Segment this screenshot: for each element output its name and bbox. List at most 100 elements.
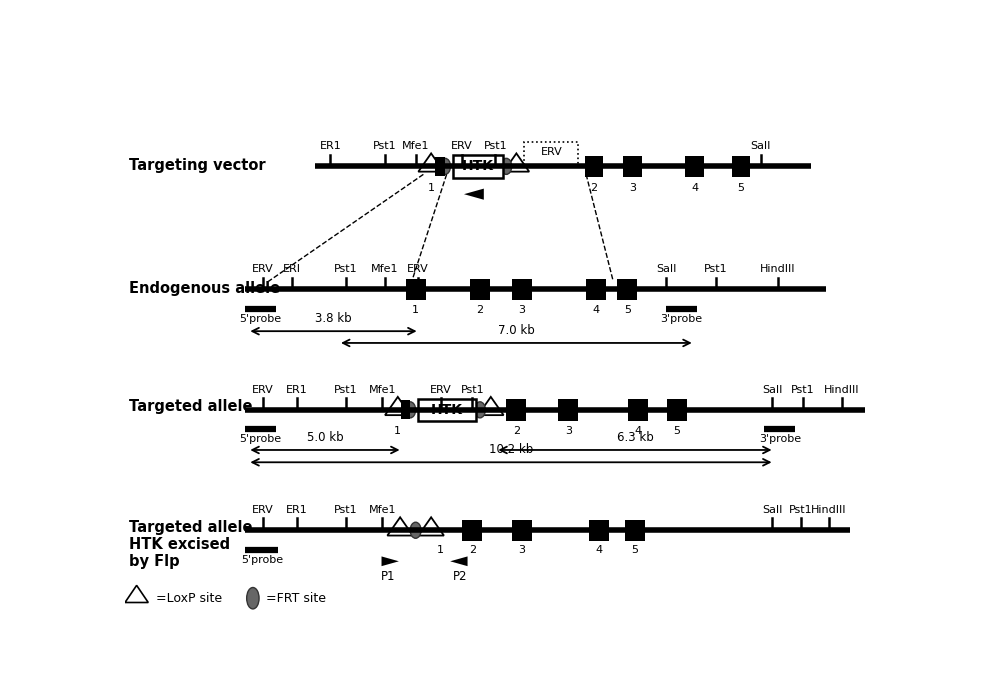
Text: ERV: ERV (252, 505, 274, 515)
Bar (617, 279, 637, 300)
Ellipse shape (405, 402, 416, 418)
Text: Pst1: Pst1 (460, 385, 484, 395)
Bar (558, 399, 578, 420)
Text: Pst1: Pst1 (334, 265, 358, 275)
Text: Pst1: Pst1 (373, 141, 396, 152)
Text: 3.8 kb: 3.8 kb (315, 312, 352, 325)
Text: 4: 4 (593, 306, 600, 316)
Bar (585, 156, 603, 177)
Text: Targeted allele: Targeted allele (129, 399, 252, 414)
Text: P1: P1 (381, 571, 396, 583)
Bar (586, 279, 606, 300)
Text: SalI: SalI (762, 385, 782, 395)
Bar (667, 399, 687, 420)
Text: SalI: SalI (750, 141, 771, 152)
Text: 5'probe: 5'probe (240, 314, 282, 324)
Text: 5: 5 (631, 546, 638, 555)
Bar (685, 156, 704, 177)
Text: 3: 3 (518, 546, 525, 555)
Text: Mfe1: Mfe1 (371, 265, 398, 275)
Ellipse shape (501, 158, 512, 174)
Text: 1: 1 (437, 546, 444, 555)
Text: Mfe1: Mfe1 (369, 505, 396, 515)
Bar (506, 399, 526, 420)
Ellipse shape (475, 402, 485, 418)
Bar (623, 156, 642, 177)
Text: 3: 3 (629, 183, 636, 193)
Ellipse shape (247, 587, 259, 609)
Text: Pst1: Pst1 (484, 141, 507, 152)
Text: Pst1: Pst1 (789, 505, 813, 515)
Text: ERV: ERV (451, 141, 473, 152)
Text: 1: 1 (394, 426, 401, 436)
Polygon shape (125, 585, 148, 603)
Bar (453, 155, 503, 178)
Text: Targeting vector: Targeting vector (129, 158, 266, 173)
Bar (470, 279, 490, 300)
Polygon shape (418, 517, 444, 536)
Text: 1: 1 (428, 183, 435, 193)
Bar (435, 156, 445, 176)
Text: =LoxP site: =LoxP site (156, 591, 222, 605)
Polygon shape (504, 154, 529, 172)
Polygon shape (418, 154, 444, 172)
Text: 3'probe: 3'probe (660, 314, 703, 324)
Text: 5'probe: 5'probe (241, 555, 283, 565)
Text: Pst1: Pst1 (334, 385, 358, 395)
Text: 6.3 kb: 6.3 kb (617, 431, 653, 443)
Bar (462, 520, 482, 541)
Polygon shape (450, 557, 468, 566)
Polygon shape (478, 397, 504, 415)
Text: HTK: HTK (431, 403, 463, 417)
Text: 4: 4 (634, 426, 642, 436)
Text: Pst1: Pst1 (334, 505, 358, 515)
Text: 2: 2 (469, 546, 476, 555)
Bar (406, 279, 426, 300)
Text: 3'probe: 3'probe (759, 434, 801, 445)
Text: ERV: ERV (407, 265, 429, 275)
Polygon shape (464, 188, 484, 199)
Polygon shape (387, 517, 413, 536)
Text: HindIII: HindIII (760, 265, 795, 275)
Text: ERV: ERV (430, 385, 452, 395)
Text: 4: 4 (691, 183, 698, 193)
Text: HindIII: HindIII (811, 505, 846, 515)
Text: P2: P2 (453, 571, 468, 583)
Text: Pst1: Pst1 (704, 265, 727, 275)
Ellipse shape (410, 522, 421, 538)
Text: 5: 5 (624, 306, 631, 316)
Text: ERV: ERV (252, 385, 274, 395)
Text: ER1: ER1 (320, 141, 341, 152)
Text: 1: 1 (412, 306, 419, 316)
Text: SalI: SalI (762, 505, 782, 515)
Polygon shape (382, 557, 399, 566)
Text: 10.2 kb: 10.2 kb (489, 443, 533, 456)
Text: 2: 2 (476, 306, 484, 316)
Bar (512, 520, 532, 541)
Text: ERV: ERV (540, 147, 562, 158)
Text: Targeted allele
HTK excised
by Flp: Targeted allele HTK excised by Flp (129, 520, 252, 569)
Text: Mfe1: Mfe1 (369, 385, 396, 395)
Text: 5: 5 (738, 183, 745, 193)
Text: 2: 2 (513, 426, 520, 436)
Text: Mfe1: Mfe1 (402, 141, 429, 152)
Text: 3: 3 (518, 306, 525, 316)
Text: 5: 5 (673, 426, 680, 436)
Bar (732, 156, 750, 177)
Text: SalI: SalI (656, 265, 676, 275)
Polygon shape (385, 397, 411, 415)
Bar (589, 520, 609, 541)
Text: ERV: ERV (252, 265, 274, 275)
Text: 7.0 kb: 7.0 kb (498, 324, 535, 336)
Text: 3: 3 (565, 426, 572, 436)
Text: ER1: ER1 (286, 505, 308, 515)
Text: Endogenous allele: Endogenous allele (129, 281, 280, 296)
Text: 5'probe: 5'probe (240, 434, 282, 445)
Text: HTK: HTK (462, 159, 494, 173)
Text: Pst1: Pst1 (791, 385, 815, 395)
Bar (628, 399, 648, 420)
Text: ER1: ER1 (286, 385, 308, 395)
Bar (418, 399, 476, 421)
Text: ERI: ERI (283, 265, 301, 275)
Bar (625, 520, 645, 541)
